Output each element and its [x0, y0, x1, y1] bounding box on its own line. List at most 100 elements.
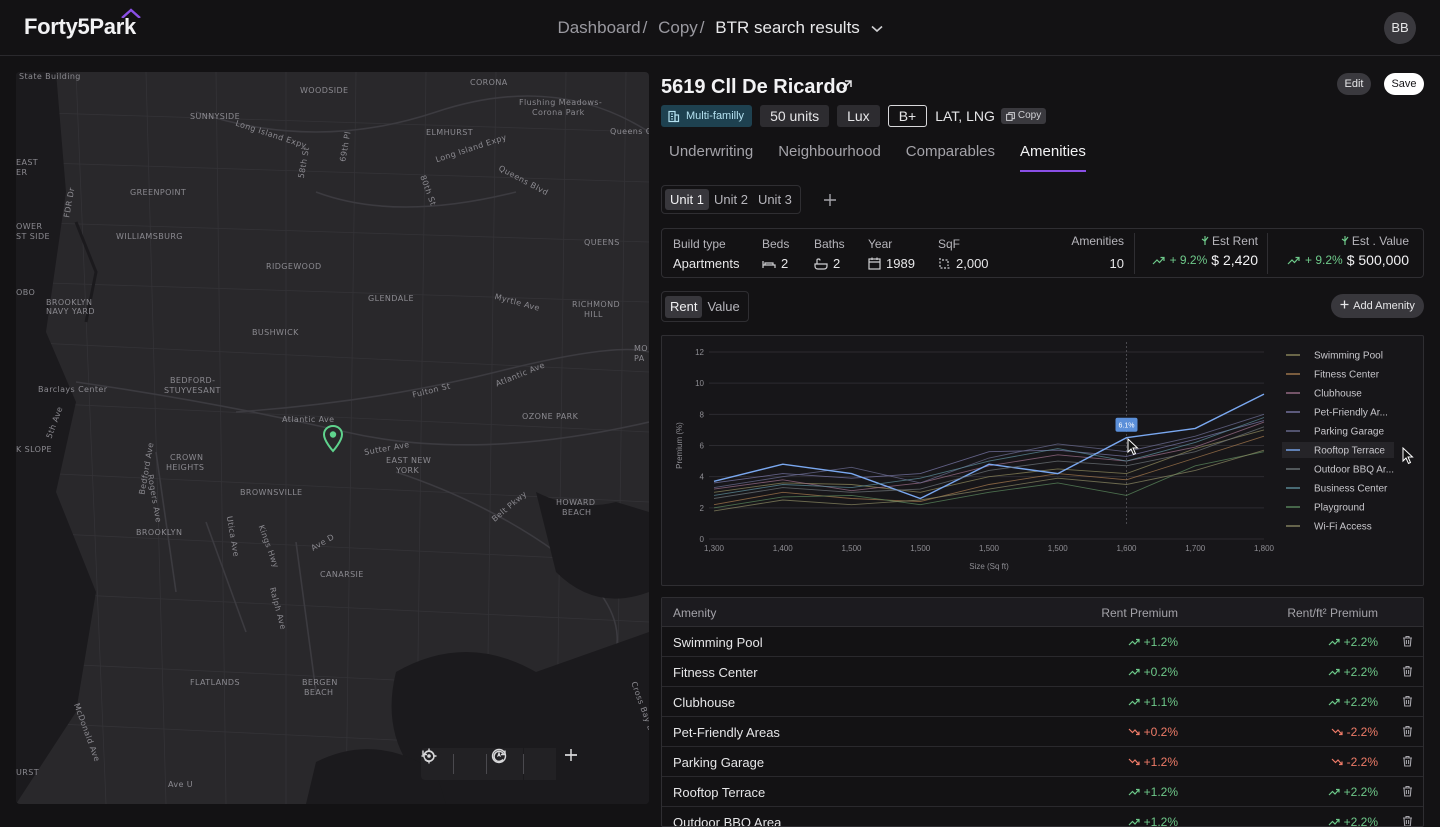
map-label: BEDFORD-	[170, 376, 216, 385]
trash-icon	[1403, 755, 1412, 767]
delete-amenity-button[interactable]	[1402, 665, 1413, 680]
fact-build-type: Build type Apartments	[673, 237, 740, 271]
chevron-down-icon[interactable]	[870, 25, 883, 33]
delete-amenity-button[interactable]	[1402, 785, 1413, 800]
unit-tab-1[interactable]: Unit 1	[665, 189, 709, 210]
rent-premium-cell: +1.1%	[1128, 695, 1178, 709]
table-row[interactable]: Clubhouse +1.1% +2.2%	[662, 687, 1423, 717]
tab-comparables[interactable]: Comparables	[905, 143, 996, 160]
logo-roof-icon	[121, 8, 141, 18]
rotate-right-icon[interactable]	[493, 748, 556, 780]
toggle-value[interactable]: Value	[707, 298, 740, 314]
type-tag: Multi-familly	[661, 105, 753, 127]
rent-premium-cell: +1.2%	[1128, 785, 1178, 799]
delete-amenity-button[interactable]	[1402, 695, 1413, 710]
app-logo[interactable]: Forty5Park	[24, 8, 141, 40]
legend-item: Rooftop Terrace	[1314, 446, 1385, 457]
delete-amenity-button[interactable]	[1402, 635, 1413, 650]
divider	[1267, 233, 1268, 274]
y-tick-label: 12	[695, 348, 704, 357]
table-row[interactable]: Parking Garage +1.2% -2.2%	[662, 747, 1423, 777]
add-amenity-button[interactable]: Add Amenity	[1331, 294, 1424, 318]
rent-ft-premium-cell: -2.2%	[1331, 725, 1378, 739]
amenity-name: Parking Garage	[673, 755, 765, 770]
series-line	[713, 420, 1265, 484]
map-label: BROOKLYN	[136, 528, 183, 537]
y-tick-label: 6	[700, 442, 705, 451]
tab-underwriting[interactable]: Underwriting	[669, 143, 754, 160]
zoom-out-icon[interactable]	[565, 748, 628, 780]
x-tick-label: 1,700	[1185, 544, 1206, 553]
table-row[interactable]: Swimming Pool +1.2% +2.2%	[662, 627, 1423, 657]
map-label: OWER	[16, 222, 43, 231]
rent-premium-value: +1.2%	[1143, 785, 1178, 799]
header-amenity[interactable]: Amenity	[673, 606, 717, 620]
location-pin-icon[interactable]	[322, 424, 344, 454]
unit-tab-2[interactable]: Unit 2	[713, 192, 748, 207]
amenity-name: Rooftop Terrace	[673, 785, 766, 800]
trend-down-icon	[1128, 728, 1140, 736]
legend-item: Swimming Pool	[1314, 351, 1383, 362]
map-view[interactable]: State Building CORONA WOODSIDE Flushing …	[16, 72, 649, 804]
table-row[interactable]: Outdoor BBQ Area +1.2% +2.2%	[662, 807, 1423, 827]
rent-premium-value: +1.2%	[1143, 815, 1178, 827]
rent-ft-premium-cell: +2.2%	[1328, 635, 1378, 649]
map-label: OZONE PARK	[522, 412, 579, 421]
save-button[interactable]: Save	[1384, 73, 1424, 95]
delete-amenity-button[interactable]	[1402, 725, 1413, 740]
legend-item: Playground	[1314, 503, 1365, 514]
trash-icon	[1403, 815, 1412, 826]
legend-item: Fitness Center	[1314, 370, 1380, 381]
x-tick-label: 1,500	[841, 544, 862, 553]
rent-ft-premium-cell: +2.2%	[1328, 785, 1378, 799]
breadcrumb-current[interactable]: BTR search results	[715, 18, 860, 37]
area-icon	[939, 258, 950, 269]
tooltip-value: 6.1%	[1119, 423, 1135, 430]
header-rent-premium[interactable]: Rent Premium	[1101, 606, 1178, 620]
series-line	[713, 435, 1265, 506]
table-row[interactable]: Fitness Center +0.2% +2.2%	[662, 657, 1423, 687]
legend-item: Parking Garage	[1314, 427, 1384, 438]
map-label: RICHMOND	[572, 300, 621, 309]
plus-icon	[1340, 300, 1349, 309]
fact-beds: Beds 2	[762, 237, 790, 271]
rotate-left-icon[interactable]	[422, 748, 486, 780]
delete-amenity-button[interactable]	[1402, 755, 1413, 770]
rent-value-toggle: Rent Value	[661, 291, 749, 322]
table-row[interactable]: Pet-Friendly Areas +0.2% -2.2%	[662, 717, 1423, 747]
chart-svg: 0 2 4 6 8 10 12 1,300 1,400 1,500 1,500 1,500 1,500 1…	[675, 342, 1394, 571]
map-label: Corona Park	[532, 108, 585, 117]
breadcrumb-dashboard[interactable]: Dashboard	[557, 18, 641, 37]
toggle-rent[interactable]: Rent	[665, 295, 703, 318]
tab-neighbourhood[interactable]: Neighbourhood	[778, 143, 881, 160]
map-label: K SLOPE	[16, 445, 53, 454]
rent-ft-premium-value: +2.2%	[1343, 695, 1378, 709]
trend-up-icon	[1328, 788, 1340, 796]
sparkle-icon	[1201, 236, 1209, 245]
map-label: ST SIDE	[16, 232, 50, 241]
tab-amenities[interactable]: Amenities	[1020, 143, 1086, 172]
copy-latlng-button[interactable]: Copy	[1000, 108, 1047, 124]
map-label: GREENPOINT	[130, 188, 187, 197]
series-line	[713, 421, 1265, 492]
x-axis-label: Size (Sq ft)	[969, 562, 1009, 571]
divider	[523, 754, 524, 774]
add-unit-icon[interactable]	[823, 193, 837, 207]
delete-amenity-button[interactable]	[1402, 815, 1413, 826]
table-row[interactable]: Rooftop Terrace +1.2% +2.2%	[662, 777, 1423, 807]
external-link-icon[interactable]	[840, 78, 854, 92]
unit-tab-3[interactable]: Unit 3	[757, 192, 792, 207]
edit-button[interactable]: Edit	[1337, 73, 1371, 95]
tooltip-box	[1115, 417, 1138, 432]
compass-icon[interactable]	[491, 748, 523, 780]
rent-premium-value: +0.2%	[1143, 725, 1178, 739]
header-rent-ft-premium[interactable]: Rent/ft² Premium	[1287, 606, 1378, 620]
rent-ft-premium-cell: -2.2%	[1331, 755, 1378, 769]
grade-tag: B+	[887, 105, 928, 127]
unit-tabs: Unit 1 Unit 2 Unit 3	[661, 185, 801, 214]
rent-premium-value: +0.2%	[1143, 665, 1178, 679]
user-avatar[interactable]: BB	[1384, 12, 1416, 44]
rent-premium-value: +1.2%	[1143, 755, 1178, 769]
y-tick-label: 0	[700, 535, 705, 544]
breadcrumb-copy[interactable]: Copy	[658, 18, 698, 37]
